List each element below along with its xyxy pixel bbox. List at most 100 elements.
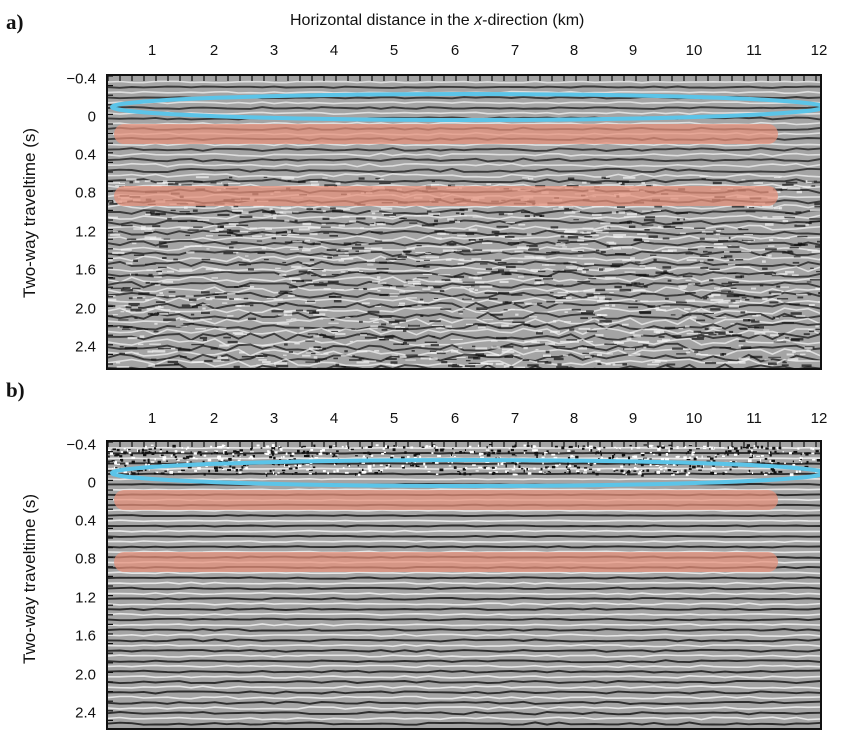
noise-speckle [120,311,125,313]
noise-speckle [650,254,657,256]
noise-speckle [362,455,365,458]
noise-speckle [518,465,521,468]
noise-speckle [344,252,349,254]
noise-speckle [688,283,696,285]
noise-speckle [237,305,250,307]
noise-speckle [619,447,621,450]
noise-speckle [552,270,566,273]
noise-speckle [235,236,243,238]
noise-speckle [333,453,338,457]
noise-speckle [633,455,638,459]
noise-speckle [643,346,647,349]
noise-speckle [462,468,466,471]
noise-speckle [191,361,203,363]
noise-speckle [203,473,206,476]
noise-speckle [169,471,174,474]
noise-speckle [702,464,705,468]
noise-speckle [166,450,169,454]
noise-speckle [798,459,801,461]
noise-speckle [736,465,738,468]
noise-speckle [119,458,124,461]
reflector-line [108,152,820,158]
noise-speckle [484,292,497,294]
noise-speckle [496,225,509,228]
noise-speckle [644,458,648,460]
noise-speckle [571,210,581,213]
noise-speckle [777,298,789,300]
noise-speckle [265,472,267,474]
y-tick-label: 0 [87,108,96,126]
noise-speckle [276,364,289,368]
noise-speckle [630,468,632,471]
noise-speckle [306,469,309,471]
noise-speckle [701,178,706,180]
noise-speckle [403,284,415,287]
noise-speckle [418,300,424,304]
noise-speckle [664,467,667,470]
noise-speckle [335,454,339,456]
noise-speckle [747,205,753,208]
noise-speckle [367,451,370,455]
noise-speckle [569,328,575,331]
noise-speckle [265,228,272,230]
noise-speckle [685,291,696,294]
noise-speckle [590,354,594,357]
noise-speckle [599,307,610,310]
noise-speckle [355,473,357,476]
noise-speckle [202,339,207,341]
noise-speckle [274,362,287,365]
noise-speckle [223,336,231,339]
noise-speckle [496,336,507,340]
noise-speckle [307,226,320,229]
reflector-line [108,342,820,352]
x-tick-label: 4 [329,410,339,427]
noise-speckle [805,462,808,465]
noise-speckle [615,253,626,255]
noise-speckle [748,459,752,463]
noise-speckle [344,471,349,474]
noise-speckle [682,275,693,278]
noise-speckle [216,182,223,185]
noise-speckle [325,452,329,455]
panel-a-label: a) [6,10,24,34]
noise-speckle [197,219,210,221]
noise-speckle [332,455,334,458]
noise-speckle [265,233,276,236]
noise-speckle [478,238,483,241]
noise-speckle [577,280,591,283]
noise-speckle [378,339,386,341]
noise-speckle [424,446,426,449]
noise-speckle [336,289,344,291]
noise-speckle [154,458,156,461]
noise-speckle [442,249,454,252]
noise-speckle [168,295,176,298]
noise-speckle [691,337,704,340]
noise-speckle [722,455,725,457]
noise-speckle [201,291,210,294]
noise-speckle [491,346,501,349]
noise-speckle [768,472,771,474]
noise-speckle [819,258,820,260]
noise-speckle [688,445,693,447]
x-tick-label: 8 [569,42,579,59]
noise-speckle [307,333,319,335]
noise-speckle [568,470,571,474]
noise-speckle [278,314,288,316]
noise-speckle [478,452,482,456]
noise-speckle [197,467,201,470]
noise-speckle [318,452,323,456]
noise-speckle [648,458,652,460]
noise-speckle [263,258,269,261]
noise-speckle [199,336,208,339]
noise-speckle [145,445,147,449]
noise-speckle [349,340,353,343]
noise-speckle [308,472,312,475]
noise-speckle [727,446,730,449]
noise-speckle [444,358,457,360]
noise-speckle [485,461,490,463]
noise-speckle [738,344,744,347]
noise-speckle [790,245,802,247]
noise-speckle [313,335,320,338]
noise-speckle [584,262,595,266]
noise-speckle [273,214,277,216]
